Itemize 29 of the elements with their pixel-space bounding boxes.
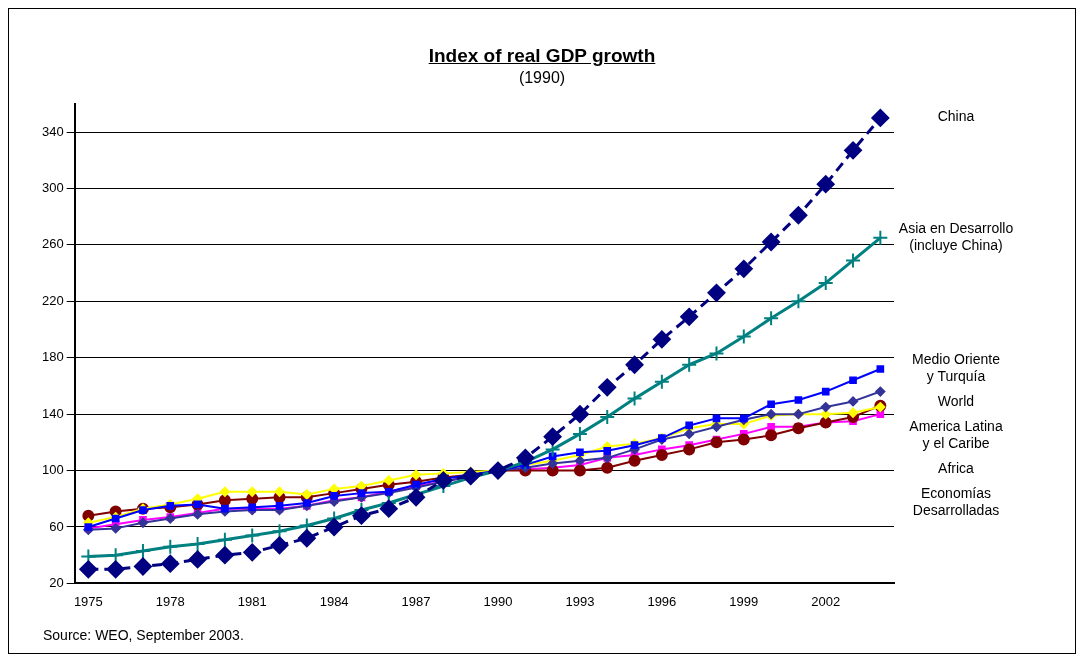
chart-subtitle: (1990): [517, 69, 567, 87]
series-label: Asia en Desarrollo (incluye China): [898, 219, 1014, 253]
text: Africa: [938, 459, 975, 476]
y-tick-label: 100: [41, 462, 64, 478]
text: China: [937, 108, 975, 125]
text: Medio Oriente y Turquía: [912, 350, 1001, 384]
y-tick-label: 60: [49, 518, 64, 534]
source-note: Source: WEO, September 2003.: [43, 627, 244, 643]
text: World: [937, 392, 975, 409]
chart-title: Index of real GDP growth: [427, 45, 657, 67]
x-tick-label: 1987: [401, 593, 431, 609]
y-tick-label: 140: [41, 405, 64, 421]
y-tick-label: 20: [49, 574, 64, 590]
y-tick-label: 300: [41, 180, 64, 196]
y-tick-label: 220: [41, 292, 64, 308]
series-label: America Latina y el Caribe: [909, 417, 1003, 451]
y-tick-label: 260: [41, 236, 64, 252]
text: Economías Desarrolladas: [912, 484, 1000, 518]
x-tick-label: 1999: [729, 593, 759, 609]
x-tick-label: 1993: [565, 593, 595, 609]
x-tick-label: 1984: [319, 593, 349, 609]
y-tick-label: 340: [41, 123, 64, 139]
x-tick-label: 1978: [155, 593, 185, 609]
x-tick-label: 1975: [73, 593, 103, 609]
x-tick-label: 1996: [647, 593, 677, 609]
x-tick-label: 1981: [237, 593, 267, 609]
y-tick-label: 180: [41, 349, 64, 365]
x-tick-label: 1990: [483, 593, 513, 609]
x-tick-label: 2002: [811, 593, 841, 609]
